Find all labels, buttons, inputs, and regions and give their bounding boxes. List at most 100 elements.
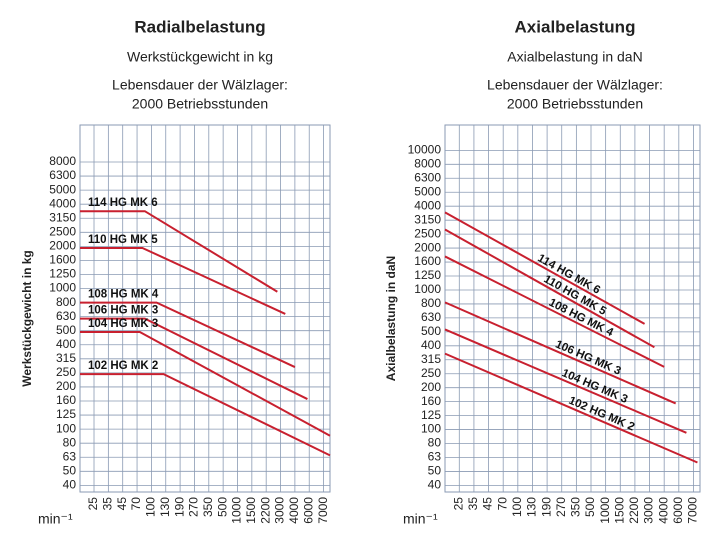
- y-tick-label: 400: [56, 337, 76, 351]
- x-axis-label: min⁻¹: [403, 511, 438, 527]
- x-tick-label: 7000: [316, 497, 330, 524]
- x-tick-label: 25: [86, 497, 100, 511]
- y-tick-label: 6300: [49, 168, 76, 182]
- y-tick-label: 3150: [49, 210, 76, 224]
- y-tick-label: 630: [56, 309, 76, 323]
- y-tick-label: 315: [421, 352, 441, 366]
- chart-title: Radialbelastung: [134, 17, 265, 36]
- x-tick-label: 500: [215, 497, 229, 517]
- x-tick-label: 350: [201, 497, 215, 517]
- y-tick-label: 50: [63, 463, 77, 477]
- y-tick-label: 125: [56, 407, 76, 421]
- y-tick-label: 8000: [414, 156, 441, 170]
- x-tick-label: 100: [510, 497, 524, 517]
- y-tick-label: 500: [421, 324, 441, 338]
- y-tick-label: 125: [421, 408, 441, 422]
- y-tick-label: 40: [428, 478, 442, 492]
- x-tick-label: 1000: [230, 497, 244, 524]
- x-tick-label: 35: [101, 497, 115, 511]
- x-tick-label: 2200: [627, 497, 641, 524]
- y-tick-label: 40: [63, 478, 77, 492]
- y-tick-label: 200: [56, 379, 76, 393]
- x-tick-label: 500: [583, 497, 597, 517]
- x-tick-label: 1000: [598, 497, 612, 524]
- series-line: [80, 246, 286, 315]
- series-line: [80, 330, 331, 437]
- y-tick-label: 1250: [49, 267, 76, 281]
- chart-subtitle: Axialbelastung in daN: [507, 49, 642, 65]
- y-tick-label: 4000: [414, 198, 441, 212]
- y-tick-label: 63: [63, 449, 77, 463]
- series-label: 114 HG MK 6: [88, 197, 158, 209]
- x-tick-label: 270: [554, 497, 568, 517]
- chart-note: 2000 Betriebsstunden: [132, 96, 268, 112]
- x-tick-label: 130: [525, 497, 539, 517]
- series-label: 104 HG MK 3: [88, 318, 158, 330]
- y-tick-label: 50: [428, 464, 442, 478]
- y-tick-label: 250: [56, 365, 76, 379]
- plot-area: [79, 124, 331, 493]
- series-label: 102 HG MK 2: [88, 360, 158, 372]
- y-tick-label: 1000: [49, 281, 76, 295]
- y-tick-label: 1600: [49, 253, 76, 267]
- chart-title: Axialbelastung: [515, 17, 636, 36]
- y-tick-label: 63: [428, 450, 442, 464]
- x-tick-label: 7000: [686, 497, 700, 524]
- x-tick-label: 190: [539, 497, 553, 517]
- series-line: [80, 210, 278, 293]
- y-tick-label: 400: [421, 338, 441, 352]
- series-line: [80, 317, 308, 400]
- x-tick-label: 3000: [642, 497, 656, 524]
- series-label: 108 HG MK 4: [88, 289, 159, 301]
- chart-subtitle: Werkstückgewicht in kg: [127, 49, 273, 65]
- x-tick-label: 130: [158, 497, 172, 517]
- y-tick-label: 100: [421, 422, 441, 436]
- x-tick-label: 6000: [671, 497, 685, 524]
- y-tick-label: 500: [56, 323, 76, 337]
- x-tick-label: 100: [144, 497, 158, 517]
- y-tick-label: 3150: [414, 212, 441, 226]
- x-tick-label: 70: [129, 497, 143, 511]
- x-tick-label: 190: [172, 497, 186, 517]
- chart-note: Lebensdauer der Wälzlager:: [112, 77, 288, 93]
- y-tick-label: 1600: [414, 254, 441, 268]
- series-line: [444, 255, 665, 368]
- y-tick-label: 4000: [49, 196, 76, 210]
- chart-note: 2000 Betriebsstunden: [507, 96, 643, 112]
- plot-area: [444, 124, 701, 493]
- series-line: [444, 211, 646, 325]
- x-tick-label: 1500: [244, 497, 258, 524]
- series-line: [444, 328, 687, 434]
- x-tick-label: 35: [466, 497, 480, 511]
- x-tick-label: 1500: [612, 497, 626, 524]
- y-tick-label: 10000: [408, 143, 442, 157]
- y-tick-label: 1250: [414, 268, 441, 282]
- y-tick-label: 2000: [414, 240, 441, 254]
- series-label: 110 HG MK 5: [88, 234, 158, 246]
- y-tick-label: 5000: [414, 184, 441, 198]
- y-tick-label: 8000: [49, 154, 76, 168]
- x-tick-label: 3000: [273, 497, 287, 524]
- y-tick-label: 80: [428, 436, 442, 450]
- y-tick-label: 800: [56, 295, 76, 309]
- y-tick-label: 160: [56, 393, 76, 407]
- y-tick-label: 2500: [414, 226, 441, 240]
- x-tick-label: 6000: [301, 497, 315, 524]
- y-axis-label: Werkstückgewicht in kg: [20, 250, 34, 386]
- y-tick-label: 2500: [49, 224, 76, 238]
- y-tick-label: 80: [63, 435, 77, 449]
- x-tick-label: 4000: [287, 497, 301, 524]
- series-line: [444, 228, 655, 349]
- x-axis-label: min⁻¹: [38, 511, 73, 527]
- y-tick-label: 100: [56, 421, 76, 435]
- x-tick-label: 350: [569, 497, 583, 517]
- y-tick-label: 6300: [414, 170, 441, 184]
- series-line: [80, 373, 331, 457]
- y-tick-label: 5000: [49, 182, 76, 196]
- y-tick-label: 160: [421, 394, 441, 408]
- series-line: [80, 301, 296, 368]
- x-tick-label: 70: [495, 497, 509, 511]
- x-tick-label: 25: [451, 497, 465, 511]
- y-tick-label: 315: [56, 351, 76, 365]
